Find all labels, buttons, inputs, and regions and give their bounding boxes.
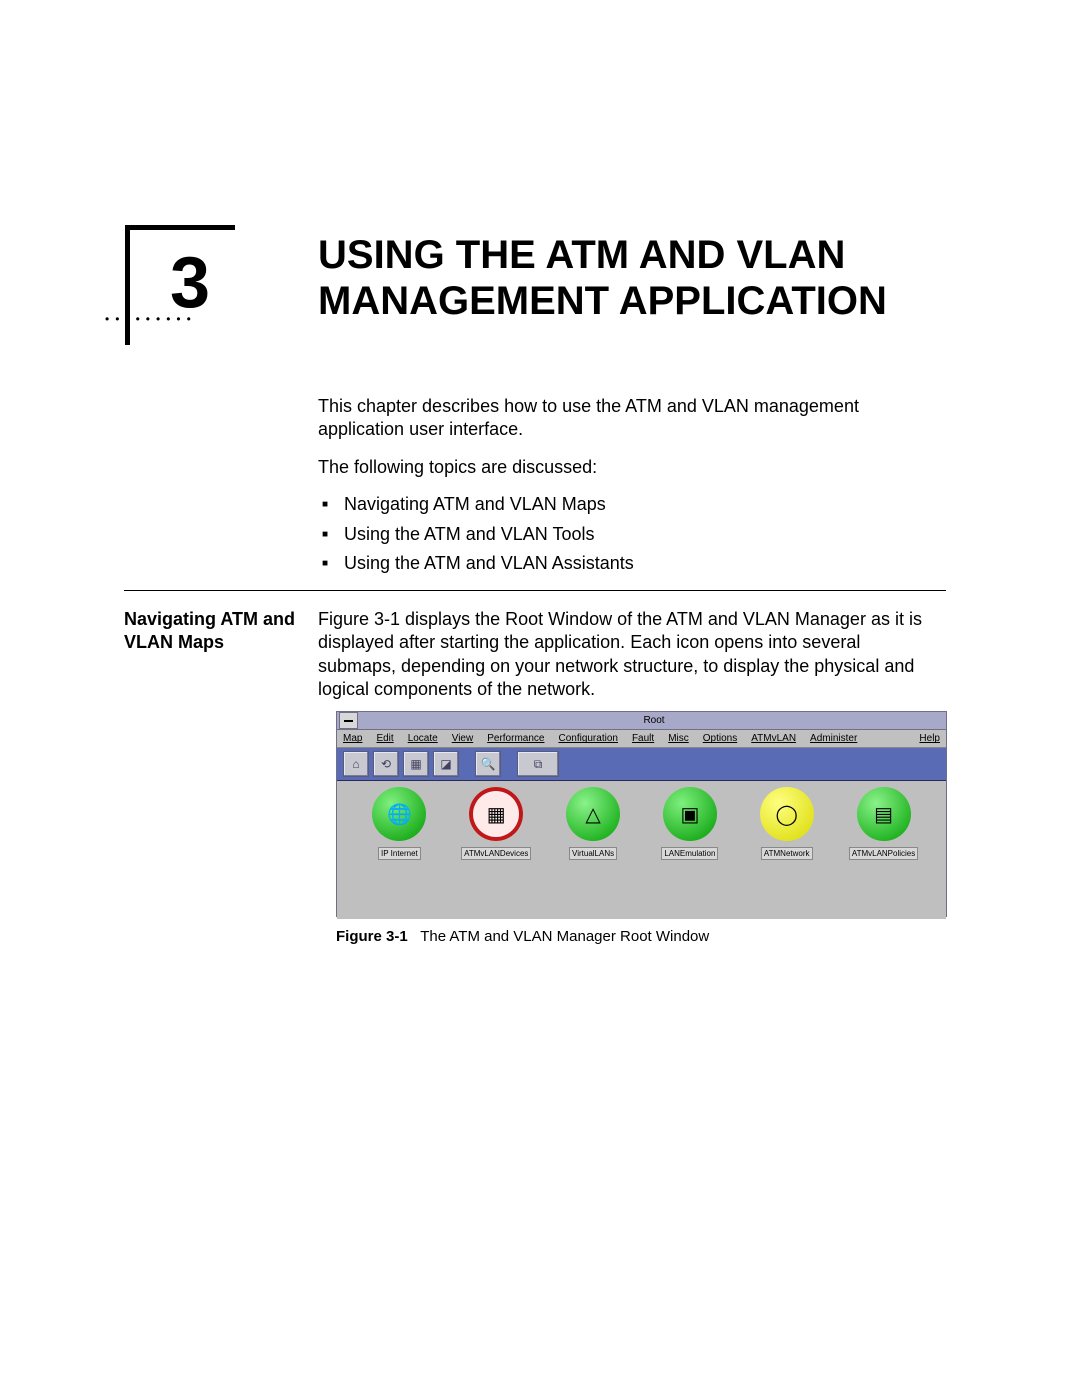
toolbar-overlay-icon[interactable]: ◪ xyxy=(433,751,459,777)
toolbar-back-icon[interactable]: ⟲ xyxy=(373,751,399,777)
menu-help[interactable]: Help xyxy=(919,733,940,744)
section-row: Navigating ATM and VLAN Maps Figure 3-1 … xyxy=(124,608,946,702)
map-item-atm-network[interactable]: ◯ ATMNetwork xyxy=(750,787,824,861)
toolbar-zoom-icon[interactable]: 🔍 xyxy=(475,751,501,777)
menu-view[interactable]: View xyxy=(452,733,474,744)
system-menu-icon[interactable] xyxy=(339,712,358,729)
window-canvas: 🌐 IP Internet ▦ ATMvLANDevices △ Virtual… xyxy=(337,781,946,919)
section-body: Figure 3-1 displays the Root Window of t… xyxy=(318,608,942,702)
map-item-virtual-lans[interactable]: △ VirtualLANs xyxy=(556,787,630,861)
map-label: VirtualLANs xyxy=(569,847,617,860)
menu-configuration[interactable]: Configuration xyxy=(558,733,617,744)
window-menubar: Map Edit Locate View Performance Configu… xyxy=(337,730,946,748)
map-icons-row: 🌐 IP Internet ▦ ATMvLANDevices △ Virtual… xyxy=(337,787,946,861)
chapter-title-line2: MANAGEMENT APPLICATION xyxy=(318,279,887,323)
root-window: Root Map Edit Locate View Performance Co… xyxy=(336,711,947,917)
window-titlebar[interactable]: Root xyxy=(337,712,946,730)
toolbar-grid-icon[interactable]: ▦ xyxy=(403,751,429,777)
figure-number: Figure 3-1 xyxy=(336,928,408,945)
menu-fault[interactable]: Fault xyxy=(632,733,654,744)
intro-bullet: Navigating ATM and VLAN Maps xyxy=(340,493,918,516)
map-label: IP Internet xyxy=(378,847,421,860)
window-title: Root xyxy=(362,715,946,726)
menu-map[interactable]: Map xyxy=(343,733,362,744)
menu-locate[interactable]: Locate xyxy=(408,733,438,744)
map-item-lan-emulation[interactable]: ▣ LANEmulation xyxy=(653,787,727,861)
map-label: LANEmulation xyxy=(661,847,718,860)
lane-icon: ▣ xyxy=(663,787,717,841)
menu-options[interactable]: Options xyxy=(703,733,737,744)
menu-performance[interactable]: Performance xyxy=(487,733,544,744)
menu-misc[interactable]: Misc xyxy=(668,733,689,744)
intro-bullet: Using the ATM and VLAN Assistants xyxy=(340,552,918,575)
toolbar-pan-icon[interactable]: ⧉ xyxy=(517,751,559,777)
map-label: ATMvLANDevices xyxy=(461,847,531,860)
chapter-title: USING THE ATM AND VLAN MANAGEMENT APPLIC… xyxy=(318,232,887,324)
menu-atmvlan[interactable]: ATMvLAN xyxy=(751,733,796,744)
devices-icon: ▦ xyxy=(469,787,523,841)
policies-icon: ▤ xyxy=(857,787,911,841)
map-item-ip-internet[interactable]: 🌐 IP Internet xyxy=(362,787,436,861)
figure-caption: Figure 3-1 The ATM and VLAN Manager Root… xyxy=(336,928,709,945)
section-divider xyxy=(124,590,946,591)
page: 3 ••••••••• USING THE ATM AND VLAN MANAG… xyxy=(0,0,1080,1397)
map-item-atmvlan-devices[interactable]: ▦ ATMvLANDevices xyxy=(459,787,533,861)
chapter-title-line1: USING THE ATM AND VLAN xyxy=(318,233,845,277)
window-toolbar: ⌂ ⟲ ▦ ◪ 🔍 ⧉ xyxy=(337,748,946,781)
intro-para-1: This chapter describes how to use the AT… xyxy=(318,395,918,442)
dots-decoration: ••••••••• xyxy=(105,312,197,326)
chapter-box: 3 xyxy=(125,225,235,345)
menu-edit[interactable]: Edit xyxy=(376,733,393,744)
vlans-icon: △ xyxy=(566,787,620,841)
menu-administer[interactable]: Administer xyxy=(810,733,857,744)
globe-icon: 🌐 xyxy=(372,787,426,841)
intro-bullet: Using the ATM and VLAN Tools xyxy=(340,523,918,546)
map-label: ATMvLANPolicies xyxy=(849,847,918,860)
intro-para-2: The following topics are discussed: xyxy=(318,456,918,479)
intro-bullets: Navigating ATM and VLAN Maps Using the A… xyxy=(318,493,918,575)
atm-network-icon: ◯ xyxy=(760,787,814,841)
figure-caption-text: The ATM and VLAN Manager Root Window xyxy=(420,928,709,945)
intro-block: This chapter describes how to use the AT… xyxy=(318,395,918,581)
toolbar-home-icon[interactable]: ⌂ xyxy=(343,751,369,777)
section-heading: Navigating ATM and VLAN Maps xyxy=(124,608,318,702)
map-item-atmvlan-policies[interactable]: ▤ ATMvLANPolicies xyxy=(847,787,921,861)
map-label: ATMNetwork xyxy=(761,847,813,860)
